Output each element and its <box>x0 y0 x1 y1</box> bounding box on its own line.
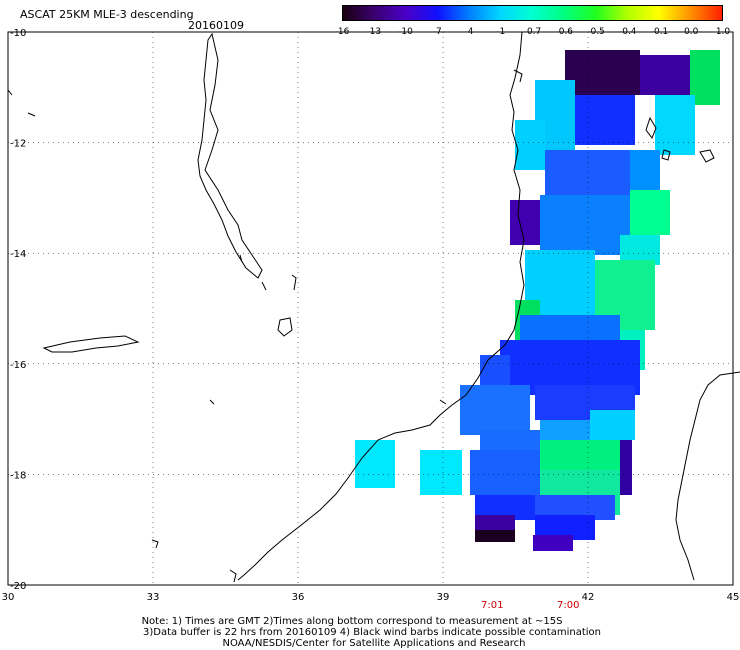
lat-tick-label: -20 <box>10 581 26 592</box>
lat-tick-label: -12 <box>10 139 26 150</box>
swath-cell <box>510 200 540 245</box>
lon-tick-label: 33 <box>147 592 160 603</box>
lat-tick-label: -18 <box>10 470 26 481</box>
lat-tick-label: -16 <box>10 360 26 371</box>
swath-cell <box>545 150 640 200</box>
swath-cell <box>565 50 640 95</box>
swath-cell <box>575 95 635 145</box>
swath-cell <box>630 190 670 235</box>
lat-tick-label: -14 <box>10 249 26 260</box>
swath-cell <box>515 120 545 170</box>
lon-tick-label: 36 <box>292 592 305 603</box>
colorbar <box>342 5 723 21</box>
swath-cell <box>420 450 462 495</box>
note-line-1: Note: 1) Times are GMT 2)Times along bot… <box>141 616 563 627</box>
pass-time-1: 7:01 <box>481 600 504 611</box>
lon-tick-label: 45 <box>727 592 740 603</box>
note-line-3: NOAA/NESDIS/Center for Satellite Applica… <box>222 638 526 649</box>
lon-tick-label: 42 <box>582 592 595 603</box>
plot-frame <box>7 31 734 586</box>
swath-cell <box>620 440 632 495</box>
lon-tick-label: 30 <box>2 592 15 603</box>
ascat-swath <box>355 50 720 551</box>
swath-cell <box>460 385 530 435</box>
swath-cell <box>630 150 660 190</box>
lon-tick-label: 39 <box>437 592 450 603</box>
pass-time-2: 7:00 <box>557 600 580 611</box>
swath-cell <box>480 355 510 385</box>
note-line-2: 3)Data buffer is 22 hrs from 20160109 4)… <box>143 627 601 638</box>
swath-cell <box>655 95 695 155</box>
axis-ticks: 30 33 36 39 42 45 -10 -12 -14 -16 -18 -20 <box>2 28 740 603</box>
swath-cell <box>355 440 395 488</box>
swath-cell <box>540 195 630 255</box>
swath-cell <box>533 535 573 551</box>
swath-cell <box>475 530 515 542</box>
product-title: ASCAT 25KM MLE-3 descending <box>20 8 194 21</box>
lat-tick-label: -10 <box>10 28 26 39</box>
swath-cell <box>590 410 635 440</box>
swath-cell <box>640 55 690 95</box>
product-date: 20160109 <box>188 19 244 32</box>
coastline <box>7 31 740 583</box>
swath-cell <box>470 450 540 495</box>
